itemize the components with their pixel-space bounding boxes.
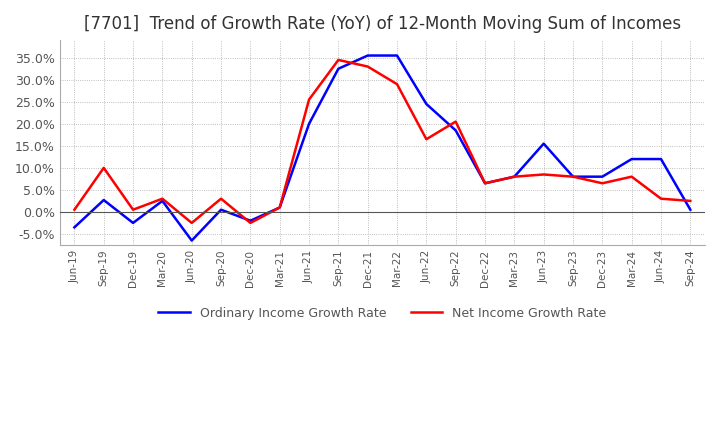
Net Income Growth Rate (598, 181, 607, 186)
Ordinary Income Growth Rate (451, 128, 460, 133)
Ordinary Income Growth Rate (158, 198, 167, 204)
Ordinary Income Growth Rate (422, 101, 431, 106)
Net Income Growth Rate (99, 165, 108, 171)
Ordinary Income Growth Rate (686, 207, 695, 213)
Net Income Growth Rate (627, 174, 636, 180)
Net Income Growth Rate (129, 207, 138, 213)
Ordinary Income Growth Rate (246, 218, 255, 224)
Net Income Growth Rate (246, 220, 255, 226)
Line: Net Income Growth Rate: Net Income Growth Rate (74, 60, 690, 223)
Net Income Growth Rate (539, 172, 548, 177)
Ordinary Income Growth Rate (598, 174, 607, 180)
Net Income Growth Rate (481, 181, 490, 186)
Net Income Growth Rate (217, 196, 225, 202)
Net Income Growth Rate (657, 196, 665, 202)
Ordinary Income Growth Rate (539, 141, 548, 146)
Ordinary Income Growth Rate (481, 181, 490, 186)
Ordinary Income Growth Rate (657, 156, 665, 161)
Net Income Growth Rate (158, 196, 167, 202)
Net Income Growth Rate (451, 119, 460, 124)
Ordinary Income Growth Rate (392, 53, 401, 58)
Ordinary Income Growth Rate (70, 225, 78, 230)
Net Income Growth Rate (70, 207, 78, 213)
Net Income Growth Rate (569, 174, 577, 180)
Net Income Growth Rate (275, 205, 284, 210)
Ordinary Income Growth Rate (275, 205, 284, 210)
Ordinary Income Growth Rate (334, 66, 343, 71)
Title: [7701]  Trend of Growth Rate (YoY) of 12-Month Moving Sum of Incomes: [7701] Trend of Growth Rate (YoY) of 12-… (84, 15, 681, 33)
Legend: Ordinary Income Growth Rate, Net Income Growth Rate: Ordinary Income Growth Rate, Net Income … (153, 302, 611, 325)
Net Income Growth Rate (392, 81, 401, 87)
Ordinary Income Growth Rate (217, 207, 225, 213)
Line: Ordinary Income Growth Rate: Ordinary Income Growth Rate (74, 55, 690, 241)
Net Income Growth Rate (334, 57, 343, 62)
Ordinary Income Growth Rate (627, 156, 636, 161)
Ordinary Income Growth Rate (129, 220, 138, 226)
Net Income Growth Rate (510, 174, 518, 180)
Ordinary Income Growth Rate (569, 174, 577, 180)
Net Income Growth Rate (364, 64, 372, 69)
Net Income Growth Rate (305, 97, 313, 102)
Ordinary Income Growth Rate (187, 238, 196, 243)
Ordinary Income Growth Rate (305, 121, 313, 126)
Ordinary Income Growth Rate (99, 198, 108, 203)
Ordinary Income Growth Rate (364, 53, 372, 58)
Net Income Growth Rate (187, 220, 196, 226)
Net Income Growth Rate (422, 136, 431, 142)
Net Income Growth Rate (686, 198, 695, 204)
Ordinary Income Growth Rate (510, 174, 518, 180)
